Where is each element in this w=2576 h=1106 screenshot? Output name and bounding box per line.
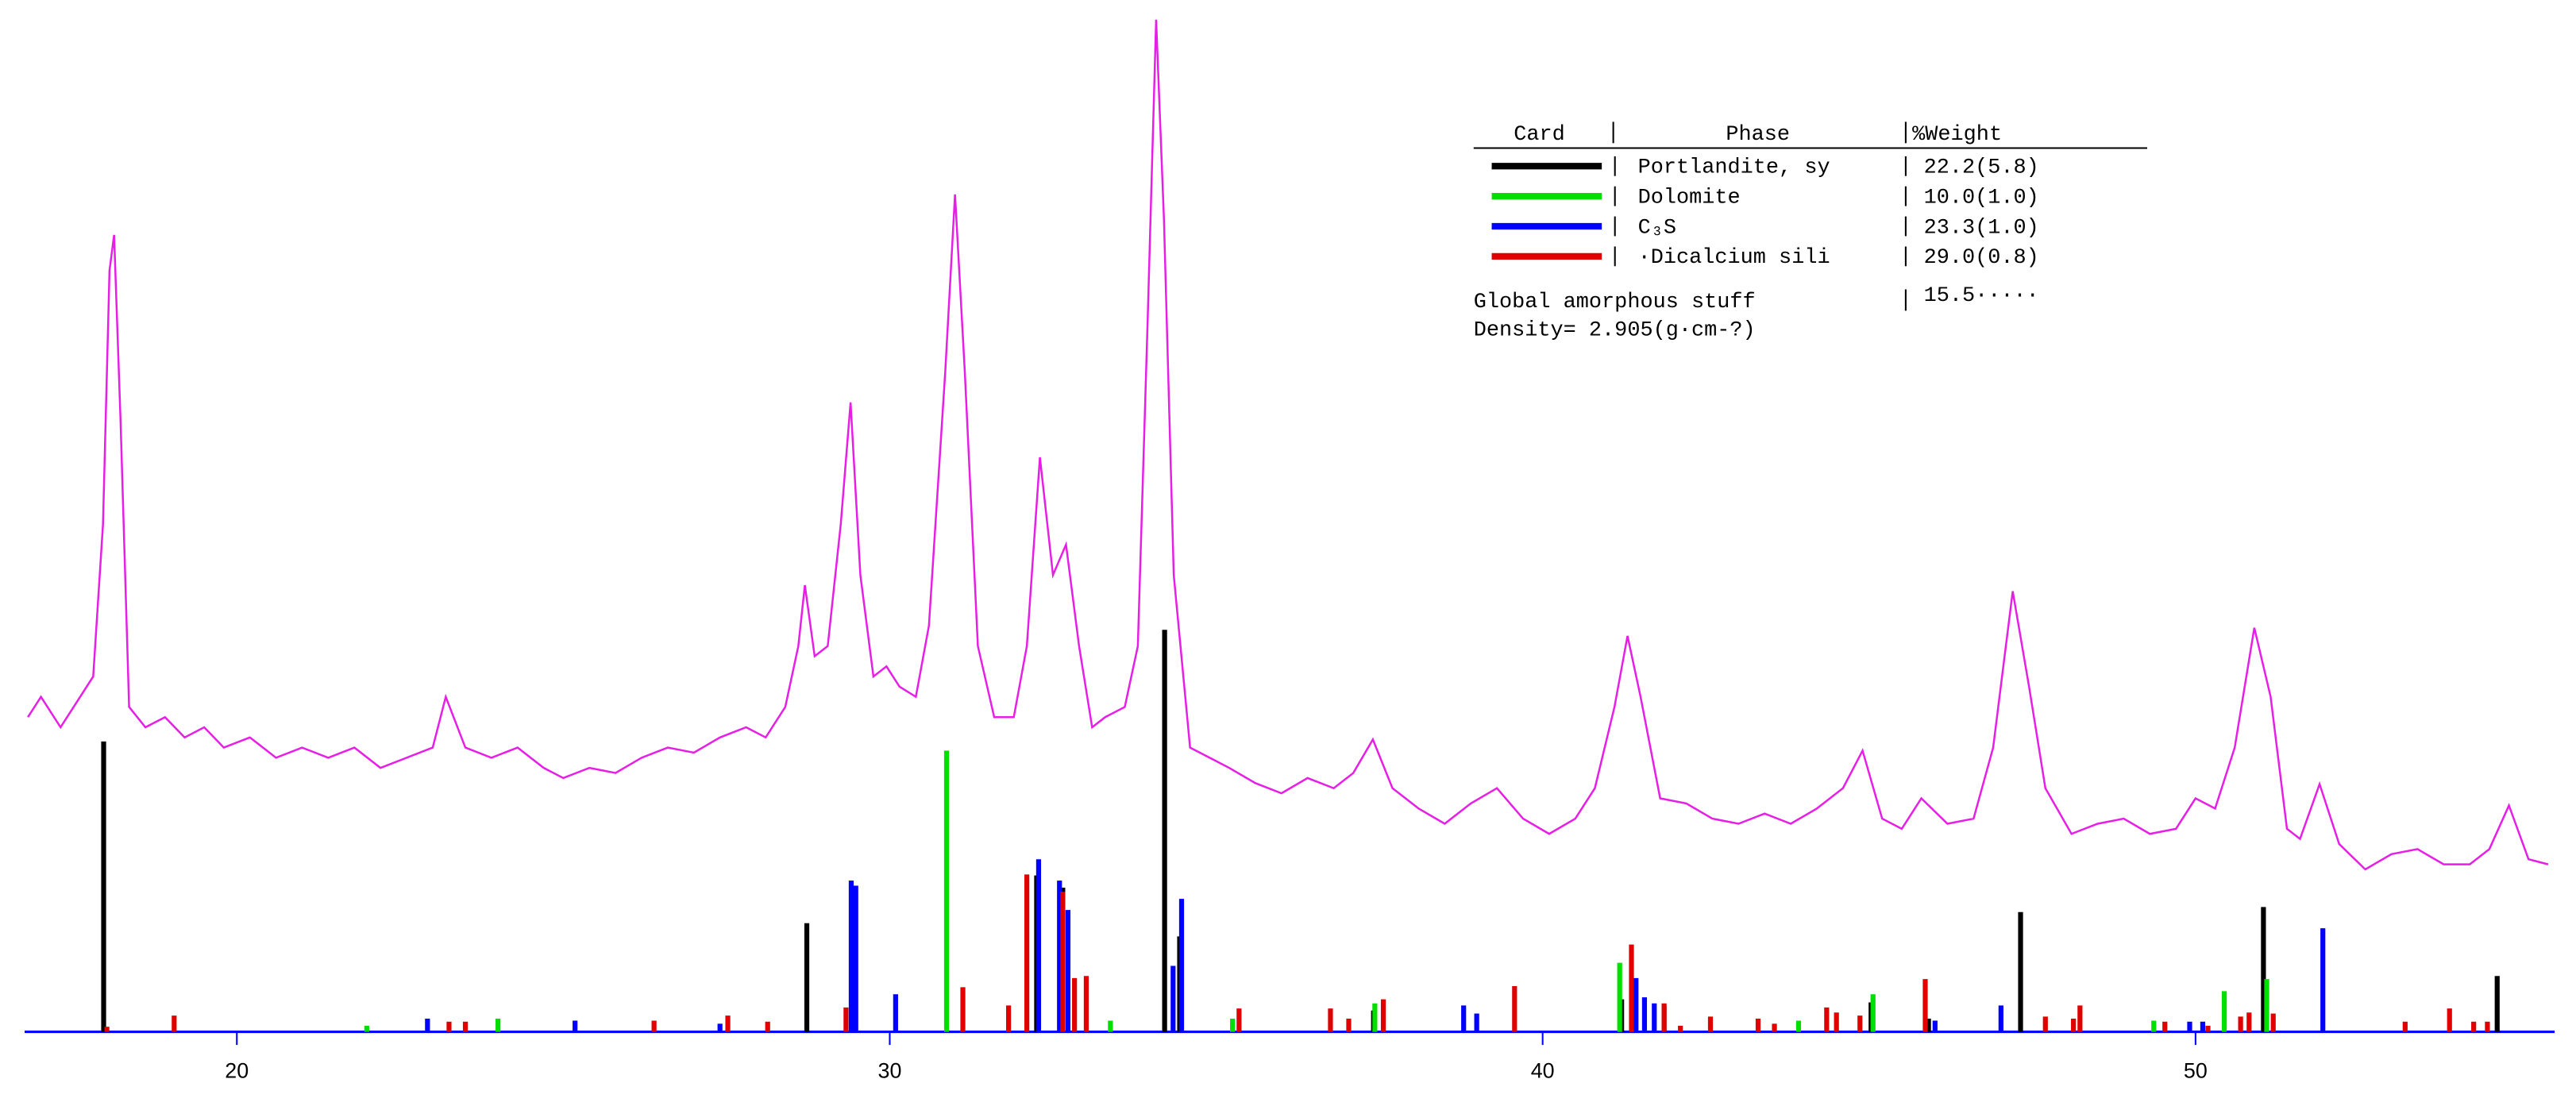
legend-header: Phase (1726, 123, 1790, 147)
density: Density= 2.905(g·cm-?) (1474, 318, 1756, 342)
legend-name: ·Dicalcium sili (1638, 246, 1830, 270)
legend-weight: 10.0(1.0) (1924, 186, 2039, 210)
legend-header: Card (1514, 123, 1565, 147)
amorphous-weight: 15.5····· (1924, 284, 2039, 308)
legend: Card Phase %Weight Global amorphous stuf… (1473, 121, 2148, 342)
legend-weight: 22.2(5.8) (1924, 156, 2039, 180)
legend-name: C₃S (1638, 216, 1676, 240)
legend-header: %Weight (1912, 123, 2002, 147)
x-tick-label: 40 (1531, 1059, 1555, 1083)
x-tick-label: 30 (878, 1059, 902, 1083)
legend-weight: 23.3(1.0) (1924, 216, 2039, 240)
x-tick-label: 50 (2184, 1059, 2208, 1083)
legend-weight: 29.0(0.8) (1924, 246, 2039, 270)
legend-name: Dolomite (1638, 186, 1741, 210)
legend-name: Portlandite, sy (1638, 156, 1830, 180)
x-tick-label: 20 (225, 1059, 249, 1083)
plot-area: 20 30 40 50 (25, 19, 2555, 1083)
diffraction-profile (27, 19, 2549, 871)
amorphous-label: Global amorphous stuff (1474, 291, 1756, 314)
